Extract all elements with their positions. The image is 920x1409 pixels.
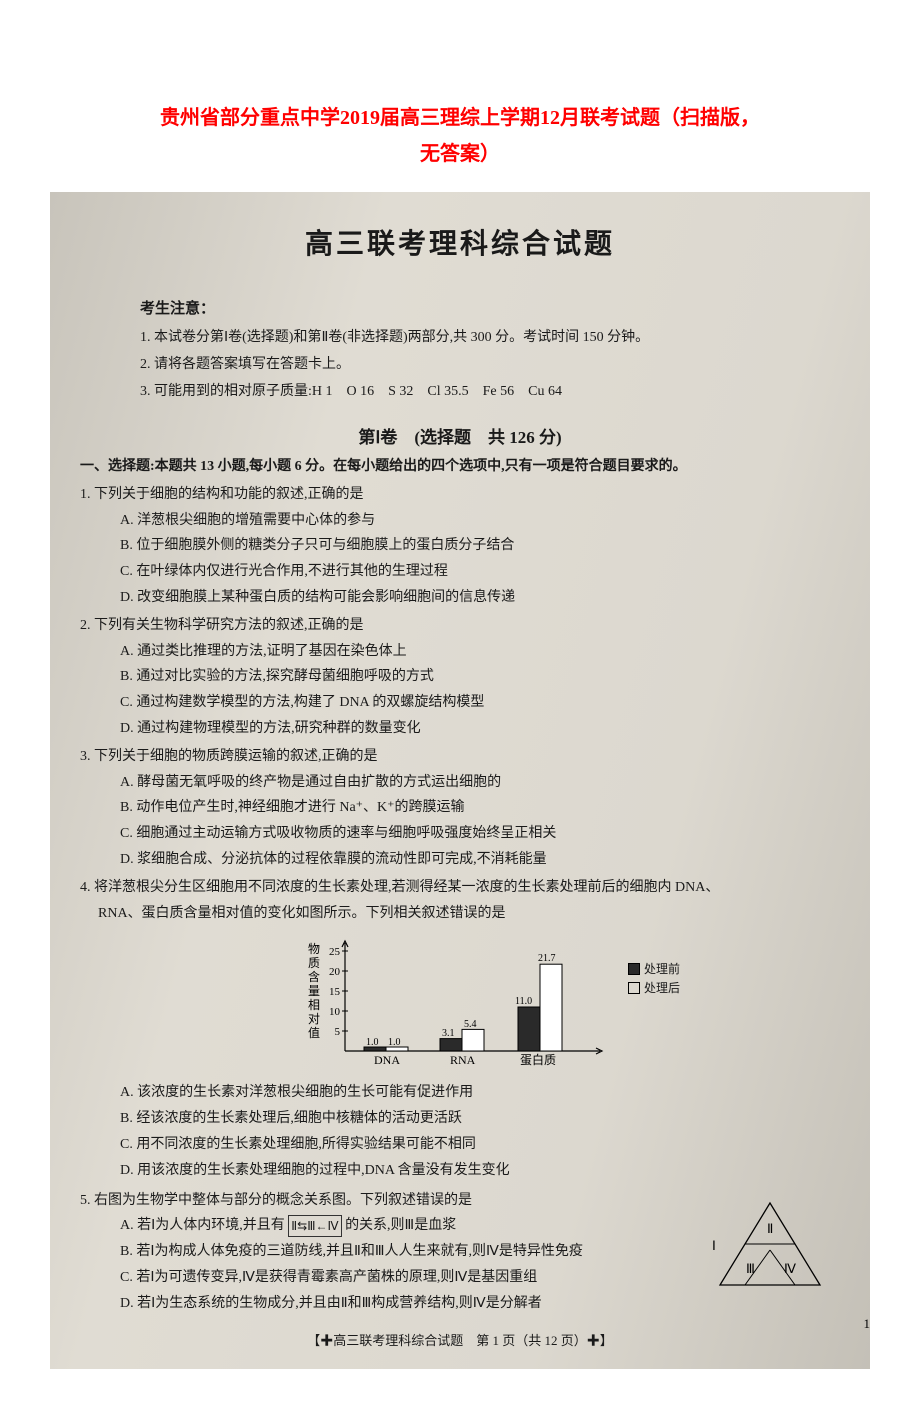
bar-chart-svg: 物 质 含 量 相 对 值 25 20 15 10 5 — [290, 933, 630, 1073]
q4-opt-c: C. 用不同浓度的生长素处理细胞,所得实验结果可能不相同 — [120, 1133, 840, 1157]
q1-opt-b: B. 位于细胞膜外侧的糖类分子只可与细胞膜上的蛋白质分子结合 — [120, 534, 840, 558]
svg-text:21.7: 21.7 — [538, 953, 556, 964]
svg-text:25: 25 — [329, 946, 341, 958]
ylabel-3: 含 — [308, 969, 320, 984]
doc-title-line2: 无答案） — [70, 136, 850, 172]
ylabel-2: 质 — [308, 956, 320, 970]
q2-stem: 2. 下列有关生物科学研究方法的叙述,正确的是 — [80, 614, 840, 638]
q2-opt-a: A. 通过类比推理的方法,证明了基因在染色体上 — [120, 640, 840, 664]
mc-instruction: 一、选择题:本题共 13 小题,每小题 6 分。在每小题给出的四个选项中,只有一… — [80, 456, 840, 478]
q3-opt-b: B. 动作电位产生时,神经细胞才进行 Na⁺、K⁺的跨膜运输 — [120, 796, 840, 820]
q4-opt-d: D. 用该浓度的生长素处理细胞的过程中,DNA 含量没有发生变化 — [120, 1159, 840, 1183]
q5-opt-d: D. 若Ⅰ为生态系统的生物成分,并且由Ⅱ和Ⅲ构成营养结构,则Ⅳ是分解者 — [120, 1292, 700, 1316]
q5-opt-b: B. 若Ⅰ为构成人体免疫的三道防线,并且Ⅱ和Ⅲ人人生来就有,则Ⅳ是特异性免疫 — [120, 1240, 700, 1264]
notice-line-3: 3. 可能用到的相对原子质量:H 1 O 16 S 32 Cl 35.5 Fe … — [140, 380, 840, 404]
q1-opt-c: C. 在叶绿体内仅进行光合作用,不进行其他的生理过程 — [120, 560, 840, 584]
page-footer: 【✚高三联考理科综合试题 第 1 页（共 12 页）✚】 — [80, 1330, 840, 1349]
doc-title-line1: 贵州省部分重点中学2019届高三理综上学期12月联考试题（扫描版， — [70, 100, 850, 136]
ylabel-6: 对 — [308, 1012, 320, 1026]
q5-opt-c: C. 若Ⅰ为可遗传变异,Ⅳ是获得青霉素高产菌株的原理,则Ⅳ是基因重组 — [120, 1266, 700, 1290]
scanned-exam-page: 高三联考理科综合试题 考生注意： 1. 本试卷分第Ⅰ卷(选择题)和第Ⅱ卷(非选择… — [50, 192, 870, 1369]
cat-protein: 蛋白质 — [520, 1052, 556, 1067]
svg-text:1.0: 1.0 — [366, 1037, 379, 1048]
ylabel-1: 物 — [308, 942, 320, 956]
page-number: 1 — [864, 1316, 871, 1332]
legend-before: 处理前 — [644, 960, 680, 977]
q2-opt-d: D. 通过构建物理模型的方法,研究种群的数量变化 — [120, 717, 840, 741]
q4-stem: 4. 将洋葱根尖分生区细胞用不同浓度的生长素处理,若测得经某一浓度的生长素处理前… — [80, 876, 840, 900]
cat-dna: DNA — [374, 1053, 400, 1067]
notice-line-2: 2. 请将各题答案填写在答题卡上。 — [140, 353, 840, 377]
svg-text:20: 20 — [329, 966, 341, 978]
q5-a-post: 的关系,则Ⅲ是血浆 — [345, 1218, 456, 1233]
q3-stem: 3. 下列关于细胞的物质跨膜运输的叙述,正确的是 — [80, 745, 840, 769]
svg-text:15: 15 — [329, 986, 341, 998]
svg-text:1.0: 1.0 — [388, 1037, 401, 1048]
ylabel-4: 量 — [308, 984, 320, 998]
exam-title: 高三联考理科综合试题 — [80, 212, 840, 287]
cat-rna: RNA — [450, 1053, 476, 1067]
q1-stem: 1. 下列关于细胞的结构和功能的叙述,正确的是 — [80, 483, 840, 507]
q2-opt-c: C. 通过构建数学模型的方法,构建了 DNA 的双螺旋结构模型 — [120, 691, 840, 715]
svg-text:Ⅲ: Ⅲ — [746, 1261, 755, 1276]
q1-opt-d: D. 改变细胞膜上某种蛋白质的结构可能会影响细胞间的信息传递 — [120, 586, 840, 610]
q4-bar-chart: 物 质 含 量 相 对 值 25 20 15 10 5 — [80, 933, 840, 1073]
document-title: 贵州省部分重点中学2019届高三理综上学期12月联考试题（扫描版， 无答案） — [70, 100, 850, 172]
legend-after: 处理后 — [644, 979, 680, 996]
q5-a-pre: A. 若Ⅰ为人体内环境,并且有 — [120, 1218, 285, 1233]
q4-opt-b: B. 经该浓度的生长素处理后,细胞中核糖体的活动更活跃 — [120, 1107, 840, 1131]
q3-opt-a: A. 酵母菌无氧呼吸的终产物是通过自由扩散的方式运出细胞的 — [120, 771, 840, 795]
ylabel-7: 值 — [308, 1025, 320, 1040]
svg-text:Ⅱ: Ⅱ — [767, 1221, 773, 1236]
q3-opt-d: D. 浆细胞合成、分泌抗体的过程依靠膜的流动性即可完成,不消耗能量 — [120, 848, 840, 872]
q4-stem-cont: RNA、蛋白质含量相对值的变化如图所示。下列相关叙述错误的是 — [98, 902, 840, 926]
chart-legend: 处理前 处理后 — [628, 958, 680, 998]
svg-text:5.4: 5.4 — [464, 1019, 477, 1030]
q3-opt-c: C. 细胞通过主动运输方式吸收物质的速率与细胞呼吸强度始终呈正相关 — [120, 822, 840, 846]
q5-stem: 5. 右图为生物学中整体与部分的概念关系图。下列叙述错误的是 — [80, 1189, 700, 1213]
svg-text:Ⅰ: Ⅰ — [712, 1238, 716, 1253]
ylabel-5: 相 — [308, 998, 320, 1012]
svg-text:10: 10 — [329, 1006, 341, 1018]
q4-opt-a: A. 该浓度的生长素对洋葱根尖细胞的生长可能有促进作用 — [120, 1081, 840, 1105]
notice-heading: 考生注意： — [140, 297, 840, 318]
q5-triangle-diagram: Ⅱ Ⅲ Ⅳ Ⅰ — [710, 1195, 840, 1300]
q1-opt-a: A. 洋葱根尖细胞的增殖需要中心体的参与 — [120, 509, 840, 533]
svg-text:11.0: 11.0 — [515, 996, 532, 1007]
section-1-title: 第Ⅰ卷 (选择题 共 126 分) — [80, 423, 840, 448]
svg-text:Ⅳ: Ⅳ — [784, 1261, 796, 1276]
svg-text:3.1: 3.1 — [442, 1028, 455, 1039]
svg-text:5: 5 — [335, 1026, 341, 1038]
notice-line-1: 1. 本试卷分第Ⅰ卷(选择题)和第Ⅱ卷(非选择题)两部分,共 300 分。考试时… — [140, 326, 840, 350]
q2-opt-b: B. 通过对比实验的方法,探究酵母菌细胞呼吸的方式 — [120, 665, 840, 689]
q5-opt-a: A. 若Ⅰ为人体内环境,并且有 Ⅱ⇆Ⅲ←Ⅳ 的关系,则Ⅲ是血浆 — [120, 1214, 700, 1238]
q5-a-relation-box: Ⅱ⇆Ⅲ←Ⅳ — [288, 1215, 341, 1237]
